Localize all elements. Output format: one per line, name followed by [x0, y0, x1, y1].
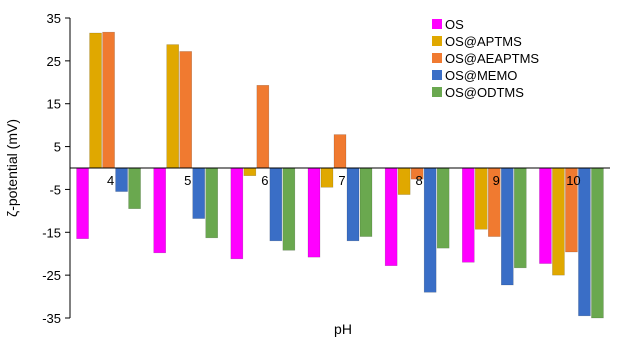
bar-os-ph-10 — [539, 167, 552, 264]
bars-layer — [76, 31, 604, 319]
legend-swatch — [432, 19, 442, 29]
bar-os-aptms-ph-4 — [89, 32, 102, 169]
bar-os-odtms-ph-4 — [128, 167, 141, 209]
y-tick-label: -35 — [42, 311, 61, 326]
bar-os-ph-6 — [230, 167, 244, 260]
category-label-ph-6: 6 — [261, 173, 268, 188]
bar-os-memo-ph-4 — [115, 167, 128, 192]
bar-os-memo-ph-7 — [346, 167, 360, 242]
bar-os-memo-ph-9 — [501, 167, 514, 286]
y-tick-label: 15 — [47, 97, 61, 112]
bar-os-aptms-ph-9 — [475, 167, 488, 230]
bar-os-odtms-ph-8 — [436, 167, 450, 249]
bar-os-aeaptms-ph-4 — [102, 31, 115, 169]
bar-os-odtms-ph-10 — [591, 167, 604, 319]
bar-os-odtms-ph-6 — [282, 167, 296, 251]
legend-label: OS@APTMS — [445, 34, 522, 49]
y-tick-label: -15 — [42, 225, 61, 240]
legend-swatch — [432, 53, 442, 63]
bar-os-aptms-ph-7 — [320, 167, 334, 188]
y-tick-label: 25 — [47, 54, 61, 69]
y-tick-label: -25 — [42, 268, 61, 283]
legend-label: OS@MEMO — [445, 68, 517, 83]
bar-os-memo-ph-5 — [192, 167, 205, 219]
legend-swatch — [432, 36, 442, 46]
bar-os-memo-ph-6 — [269, 167, 283, 242]
legend: OS OS@APTMS OS@AEAPTMS OS@MEMO OS@ODTMS — [432, 17, 539, 100]
bar-os-aptms-ph-5 — [166, 44, 179, 169]
bar-os-memo-ph-8 — [423, 167, 437, 293]
bar-os-odtms-ph-7 — [359, 167, 373, 237]
legend-label: OS@AEAPTMS — [445, 51, 539, 66]
category-label-ph-10: 10 — [566, 173, 580, 188]
bar-os-ph-7 — [307, 167, 321, 258]
category-labels: 4 5 6 7 8 9 10 — [107, 173, 581, 188]
legend-swatch — [432, 87, 442, 97]
bar-os-aeaptms-ph-7 — [333, 134, 347, 169]
bar-os-ph-9 — [462, 167, 475, 263]
category-label-ph-8: 8 — [416, 173, 423, 188]
bar-os-odtms-ph-9 — [514, 167, 527, 269]
legend-label: OS@ODTMS — [445, 85, 524, 100]
x-axis-title: pH — [334, 321, 352, 337]
bar-os-ph-8 — [384, 167, 398, 266]
y-axis-title: ζ-potential (mV) — [4, 119, 20, 217]
bar-os-aptms-ph-6 — [243, 167, 257, 176]
bar-os-odtms-ph-5 — [205, 167, 218, 239]
y-tick-label: -5 — [49, 182, 61, 197]
category-label-ph-5: 5 — [184, 173, 191, 188]
y-axis-ticks: 35 25 15 5 -5 -15 -25 -35 — [42, 11, 70, 326]
category-label-ph-9: 9 — [493, 173, 500, 188]
y-tick-label: 35 — [47, 11, 61, 26]
bar-os-memo-ph-10 — [578, 167, 591, 317]
bar-os-aeaptms-ph-5 — [179, 51, 192, 169]
legend-swatch — [432, 70, 442, 80]
category-label-ph-4: 4 — [107, 173, 114, 188]
bar-os-aeaptms-ph-6 — [256, 85, 270, 169]
bar-os-aptms-ph-8 — [397, 167, 411, 195]
bar-os-aptms-ph-10 — [552, 167, 565, 276]
y-tick-label: 5 — [54, 140, 61, 155]
legend-label: OS — [445, 17, 464, 32]
category-label-ph-7: 7 — [338, 173, 345, 188]
bar-os-ph-4 — [76, 167, 89, 239]
bar-os-ph-5 — [153, 167, 166, 254]
